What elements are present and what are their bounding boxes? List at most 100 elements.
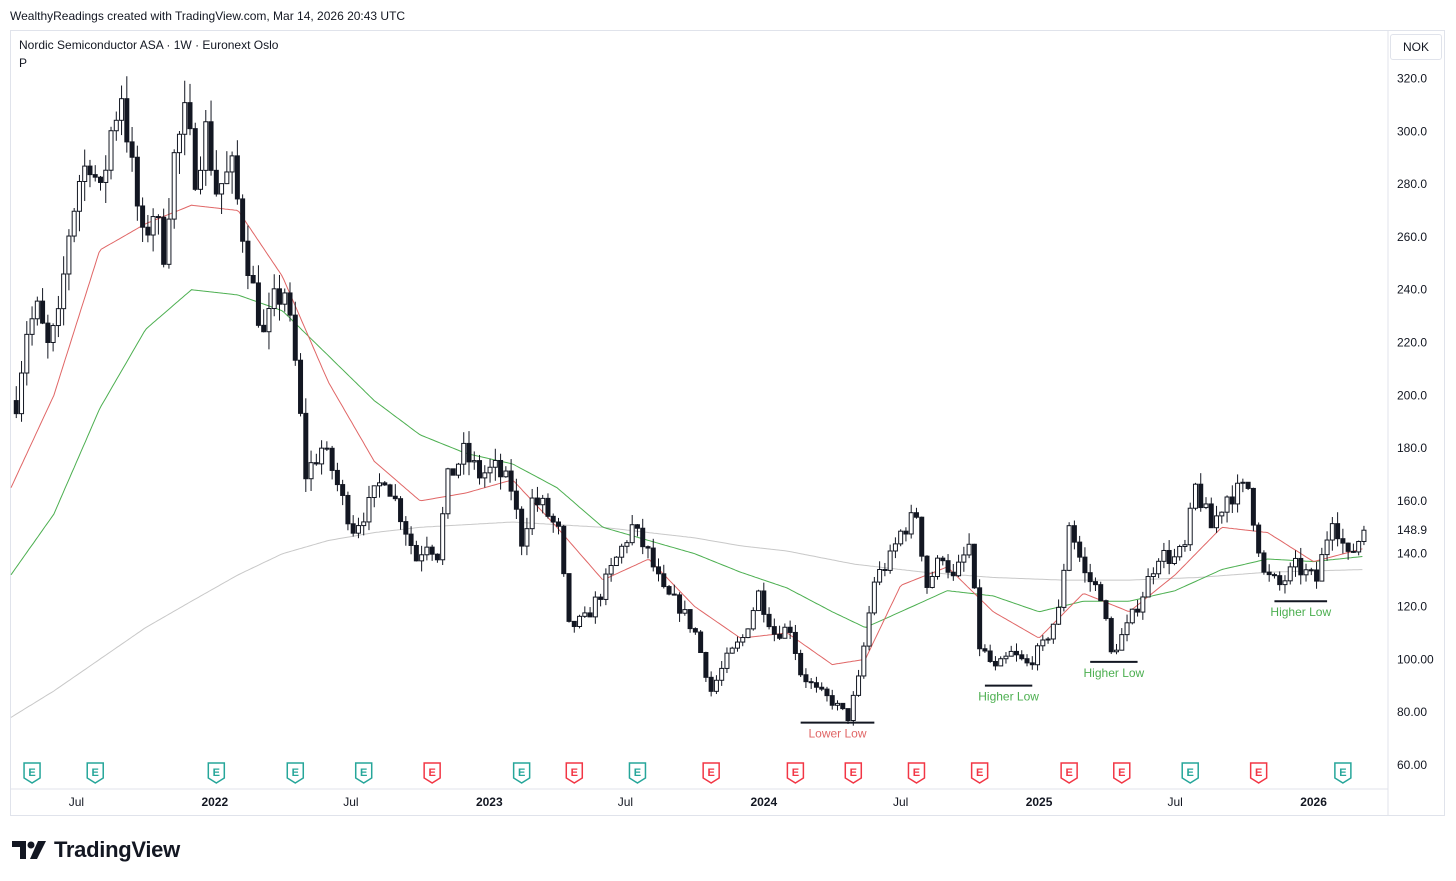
candle — [324, 441, 330, 451]
earnings-badge — [970, 762, 989, 784]
candle-body — [1271, 574, 1277, 577]
candle-body — [1035, 645, 1041, 666]
candle — [71, 207, 77, 243]
earnings-badge — [565, 762, 584, 784]
candle — [877, 561, 883, 586]
candle-body — [892, 543, 898, 552]
currency-button[interactable]: NOK — [1390, 34, 1442, 60]
candle-body — [229, 155, 235, 173]
candle-body — [871, 581, 877, 614]
earnings-marker[interactable]: E — [23, 762, 41, 784]
earnings-marker[interactable]: E — [702, 762, 720, 784]
candle-body — [329, 447, 335, 471]
candle — [1171, 548, 1177, 566]
candle — [813, 676, 819, 693]
candle-body — [550, 515, 556, 523]
candle-body — [471, 460, 477, 463]
candle — [466, 431, 472, 476]
candle — [587, 607, 593, 618]
candle — [845, 708, 851, 725]
earnings-marker[interactable]: E — [907, 762, 926, 784]
candle — [1019, 650, 1025, 661]
earnings-marker[interactable]: E — [354, 762, 373, 784]
price-tick-label: 120.0 — [1397, 599, 1427, 613]
candle — [477, 454, 483, 485]
candle-body — [671, 593, 677, 596]
candle-body — [82, 165, 88, 182]
candle — [1192, 482, 1198, 511]
candle-body — [940, 557, 946, 562]
candle-body — [1219, 511, 1225, 517]
earnings-marker[interactable]: E — [1181, 762, 1199, 784]
earnings-marker[interactable]: E — [207, 762, 226, 784]
candle — [1119, 628, 1125, 651]
candle-body — [261, 324, 267, 333]
candle-body — [529, 497, 535, 530]
earnings-marker[interactable]: E — [628, 762, 647, 784]
candle-body — [624, 542, 630, 547]
earnings-marker[interactable]: E — [970, 762, 989, 784]
candle — [103, 155, 109, 204]
earnings-marker[interactable]: E — [1113, 762, 1131, 784]
candle — [1129, 608, 1135, 625]
candle-body — [619, 545, 625, 558]
candle-body — [477, 460, 483, 479]
candle-body — [455, 463, 461, 476]
candle-body — [561, 525, 567, 575]
earnings-marker[interactable]: E — [512, 762, 531, 784]
candle — [956, 554, 962, 577]
earnings-badge — [1334, 762, 1352, 784]
candle-body — [613, 556, 619, 567]
candle — [977, 579, 983, 657]
candle-body — [929, 575, 935, 588]
candle — [155, 214, 161, 235]
candle — [1103, 599, 1109, 621]
candle — [924, 555, 930, 594]
candle-body — [97, 176, 103, 183]
candle — [708, 671, 714, 697]
candle — [213, 150, 219, 197]
earnings-marker[interactable]: E — [286, 762, 305, 784]
candle — [1124, 614, 1130, 642]
earnings-label: E — [360, 767, 367, 779]
candle — [687, 609, 693, 633]
candle — [1340, 528, 1346, 554]
candle — [1335, 512, 1341, 547]
candle — [198, 156, 204, 195]
candle-body — [719, 667, 725, 681]
candle-body — [1135, 608, 1141, 613]
candle — [719, 661, 725, 686]
candle — [1266, 564, 1272, 582]
candle — [771, 618, 777, 642]
earnings-marker[interactable]: E — [1249, 762, 1268, 784]
candle — [524, 517, 530, 556]
candle — [782, 623, 788, 639]
price-tick-label: 280.0 — [1397, 177, 1427, 191]
earnings-marker[interactable]: E — [86, 762, 104, 784]
earnings-marker[interactable]: E — [423, 762, 441, 784]
candle-body — [161, 216, 167, 265]
earnings-marker[interactable]: E — [1334, 762, 1352, 784]
candle-body — [1008, 650, 1014, 657]
candle-body — [1029, 662, 1035, 666]
candle-body — [1314, 569, 1320, 582]
candle-body — [682, 609, 688, 614]
candle-body — [1019, 654, 1025, 660]
time-tick-label: 2026 — [1300, 795, 1327, 809]
earnings-label: E — [634, 767, 641, 779]
earnings-marker[interactable]: E — [1060, 762, 1078, 784]
earnings-marker[interactable]: E — [844, 762, 863, 784]
candle — [766, 607, 772, 630]
candle — [1045, 636, 1051, 644]
candle-body — [1208, 503, 1214, 529]
candle-body — [1240, 481, 1246, 484]
earnings-marker[interactable]: E — [565, 762, 584, 784]
candle — [434, 553, 440, 563]
candle-body — [1087, 572, 1093, 583]
price-tick-label: 260.0 — [1397, 230, 1427, 244]
candle — [1282, 575, 1288, 594]
candle — [303, 398, 309, 492]
annotation-label: Higher Low — [978, 690, 1039, 704]
earnings-marker[interactable]: E — [786, 762, 805, 784]
